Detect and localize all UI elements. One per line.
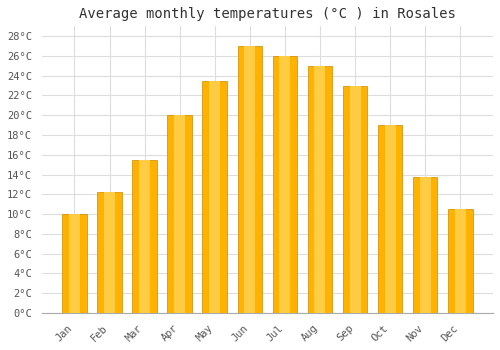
Bar [174,115,185,313]
Title: Average monthly temperatures (°C ) in Rosales: Average monthly temperatures (°C ) in Ro… [79,7,456,21]
Bar [343,86,367,313]
Bar [420,176,430,313]
Bar [139,160,150,313]
Bar [62,214,86,313]
Bar [244,46,256,313]
Bar [378,125,402,313]
Bar [69,214,80,313]
Bar [384,125,396,313]
Bar [132,160,157,313]
Bar [98,193,122,313]
Bar [280,56,290,313]
Bar [209,80,220,313]
Bar [350,86,360,313]
Bar [448,209,472,313]
Bar [202,80,227,313]
Bar [238,46,262,313]
Bar [314,66,326,313]
Bar [308,66,332,313]
Bar [454,209,466,313]
Bar [413,176,438,313]
Bar [104,193,115,313]
Bar [168,115,192,313]
Bar [272,56,297,313]
